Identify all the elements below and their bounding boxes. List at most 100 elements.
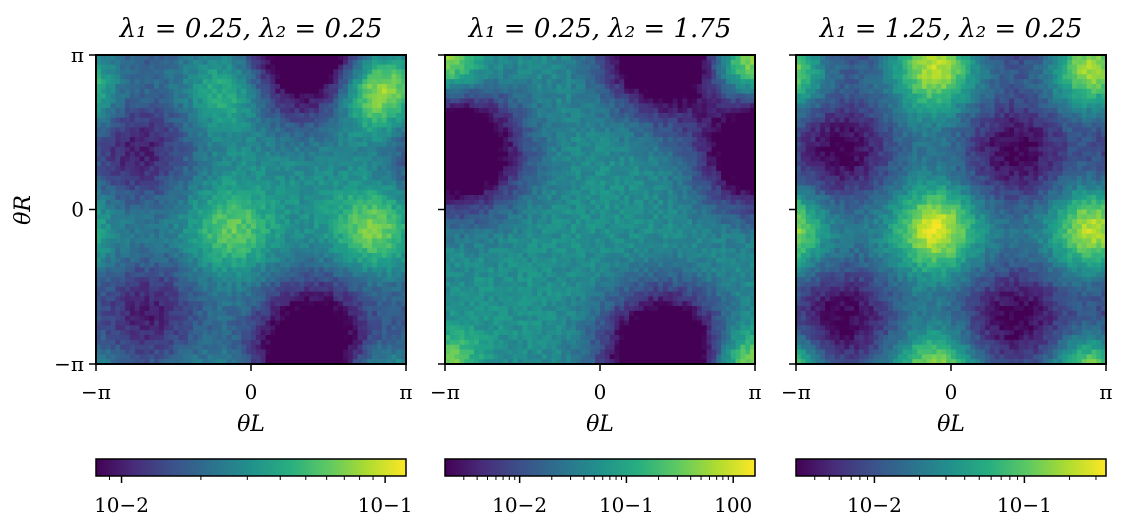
heatmap-cell — [183, 286, 189, 293]
heatmap-cell — [115, 344, 121, 351]
heatmap-cell — [275, 69, 281, 75]
heatmap-cell — [391, 59, 397, 66]
heatmap-cell — [275, 93, 281, 100]
heatmap-cell — [488, 55, 495, 61]
heatmap-cell — [125, 262, 131, 269]
heatmap-cell — [532, 83, 538, 90]
heatmap-cell — [207, 257, 213, 264]
heatmap-cell — [251, 175, 257, 182]
heatmap-cell — [241, 98, 247, 104]
heatmap-cell — [139, 185, 146, 191]
heatmap-cell — [197, 291, 204, 298]
heatmap-cell — [401, 223, 407, 230]
heatmap-cell — [192, 112, 199, 119]
heatmap-cell — [648, 98, 654, 104]
heatmap-cell — [270, 59, 276, 66]
heatmap-cell — [280, 79, 286, 85]
heatmap-cell — [158, 55, 165, 61]
heatmap-cell — [221, 315, 228, 322]
heatmap-cell — [750, 103, 756, 109]
heatmap-cell — [192, 286, 199, 293]
heatmap-cell — [318, 228, 325, 235]
heatmap-cell — [284, 170, 291, 177]
heatmap-cell — [173, 209, 179, 215]
heatmap-cell — [246, 166, 252, 172]
heatmap-cell — [236, 59, 242, 66]
heatmap-cell — [154, 190, 160, 196]
heatmap-cell — [372, 335, 378, 341]
heatmap-cell — [478, 93, 485, 100]
heatmap-cell — [609, 69, 616, 75]
heatmap-cell — [386, 262, 393, 269]
heatmap-cell — [202, 238, 208, 244]
heatmap-cell — [280, 219, 286, 225]
heatmap-cell — [158, 190, 165, 196]
heatmap-cell — [275, 330, 281, 336]
heatmap-cell — [483, 117, 490, 124]
heatmap-cell — [401, 248, 407, 254]
heatmap-cell — [532, 59, 538, 66]
heatmap-cell — [391, 339, 397, 346]
heatmap-cell — [357, 74, 363, 80]
heatmap-cell — [197, 233, 204, 240]
heatmap-cell — [323, 301, 330, 307]
heatmap-cell — [309, 175, 315, 182]
heatmap-cell — [158, 79, 165, 85]
heatmap-cell — [629, 103, 635, 109]
panel-1-xlabel: θL — [237, 412, 265, 437]
heatmap-cell — [357, 166, 363, 172]
heatmap-cell — [158, 209, 165, 215]
heatmap-cell — [459, 79, 465, 85]
heatmap-cell — [197, 185, 204, 191]
heatmap-cell — [241, 339, 247, 346]
heatmap-cell — [163, 146, 170, 153]
heatmap-cell — [401, 74, 407, 80]
heatmap-cell — [178, 325, 184, 331]
heatmap-cell — [231, 335, 238, 341]
heatmap-cell — [188, 175, 194, 182]
heatmap-cell — [309, 141, 315, 148]
heatmap-cell — [672, 83, 679, 90]
heatmap-cell — [556, 103, 562, 109]
heatmap-cell — [173, 132, 179, 138]
heatmap-cell — [144, 330, 150, 336]
heatmap-cell — [212, 359, 218, 365]
heatmap-cell — [144, 59, 150, 66]
heatmap-cell — [696, 74, 703, 80]
heatmap-cell — [313, 248, 320, 254]
heatmap-cell — [750, 83, 756, 90]
heatmap-cell — [231, 175, 238, 182]
heatmap-cell — [168, 146, 175, 153]
heatmap-cell — [231, 325, 238, 331]
heatmap-cell — [711, 103, 717, 109]
heatmap-cell — [696, 88, 703, 95]
heatmap-cell — [260, 64, 267, 71]
heatmap-cell — [158, 122, 165, 129]
heatmap-cell — [129, 175, 136, 182]
heatmap-cell — [173, 257, 179, 264]
heatmap-cell — [386, 185, 393, 191]
heatmap-cell — [662, 55, 669, 61]
heatmap-cell — [260, 88, 267, 95]
heatmap-cell — [445, 117, 451, 124]
heatmap-cell — [144, 137, 150, 143]
heatmap-cell — [347, 223, 354, 230]
heatmap-cell — [105, 204, 112, 211]
heatmap-cell — [386, 233, 393, 240]
heatmap-cell — [745, 88, 751, 95]
heatmap-cell — [168, 190, 175, 196]
heatmap-cell — [96, 257, 102, 264]
heatmap-cell — [396, 204, 402, 211]
heatmap-cell — [173, 238, 179, 244]
heatmap-cell — [125, 83, 131, 90]
heatmap-cell — [401, 141, 407, 148]
heatmap-cell — [100, 83, 107, 90]
heatmap-cell — [294, 238, 301, 244]
heatmap-cell — [251, 88, 257, 95]
heatmap-cell — [304, 74, 310, 80]
heatmap-cell — [129, 320, 136, 326]
heatmap-cell — [231, 339, 238, 346]
heatmap-cell — [323, 79, 330, 85]
heatmap-cell — [183, 291, 189, 298]
heatmap-cell — [333, 238, 339, 244]
